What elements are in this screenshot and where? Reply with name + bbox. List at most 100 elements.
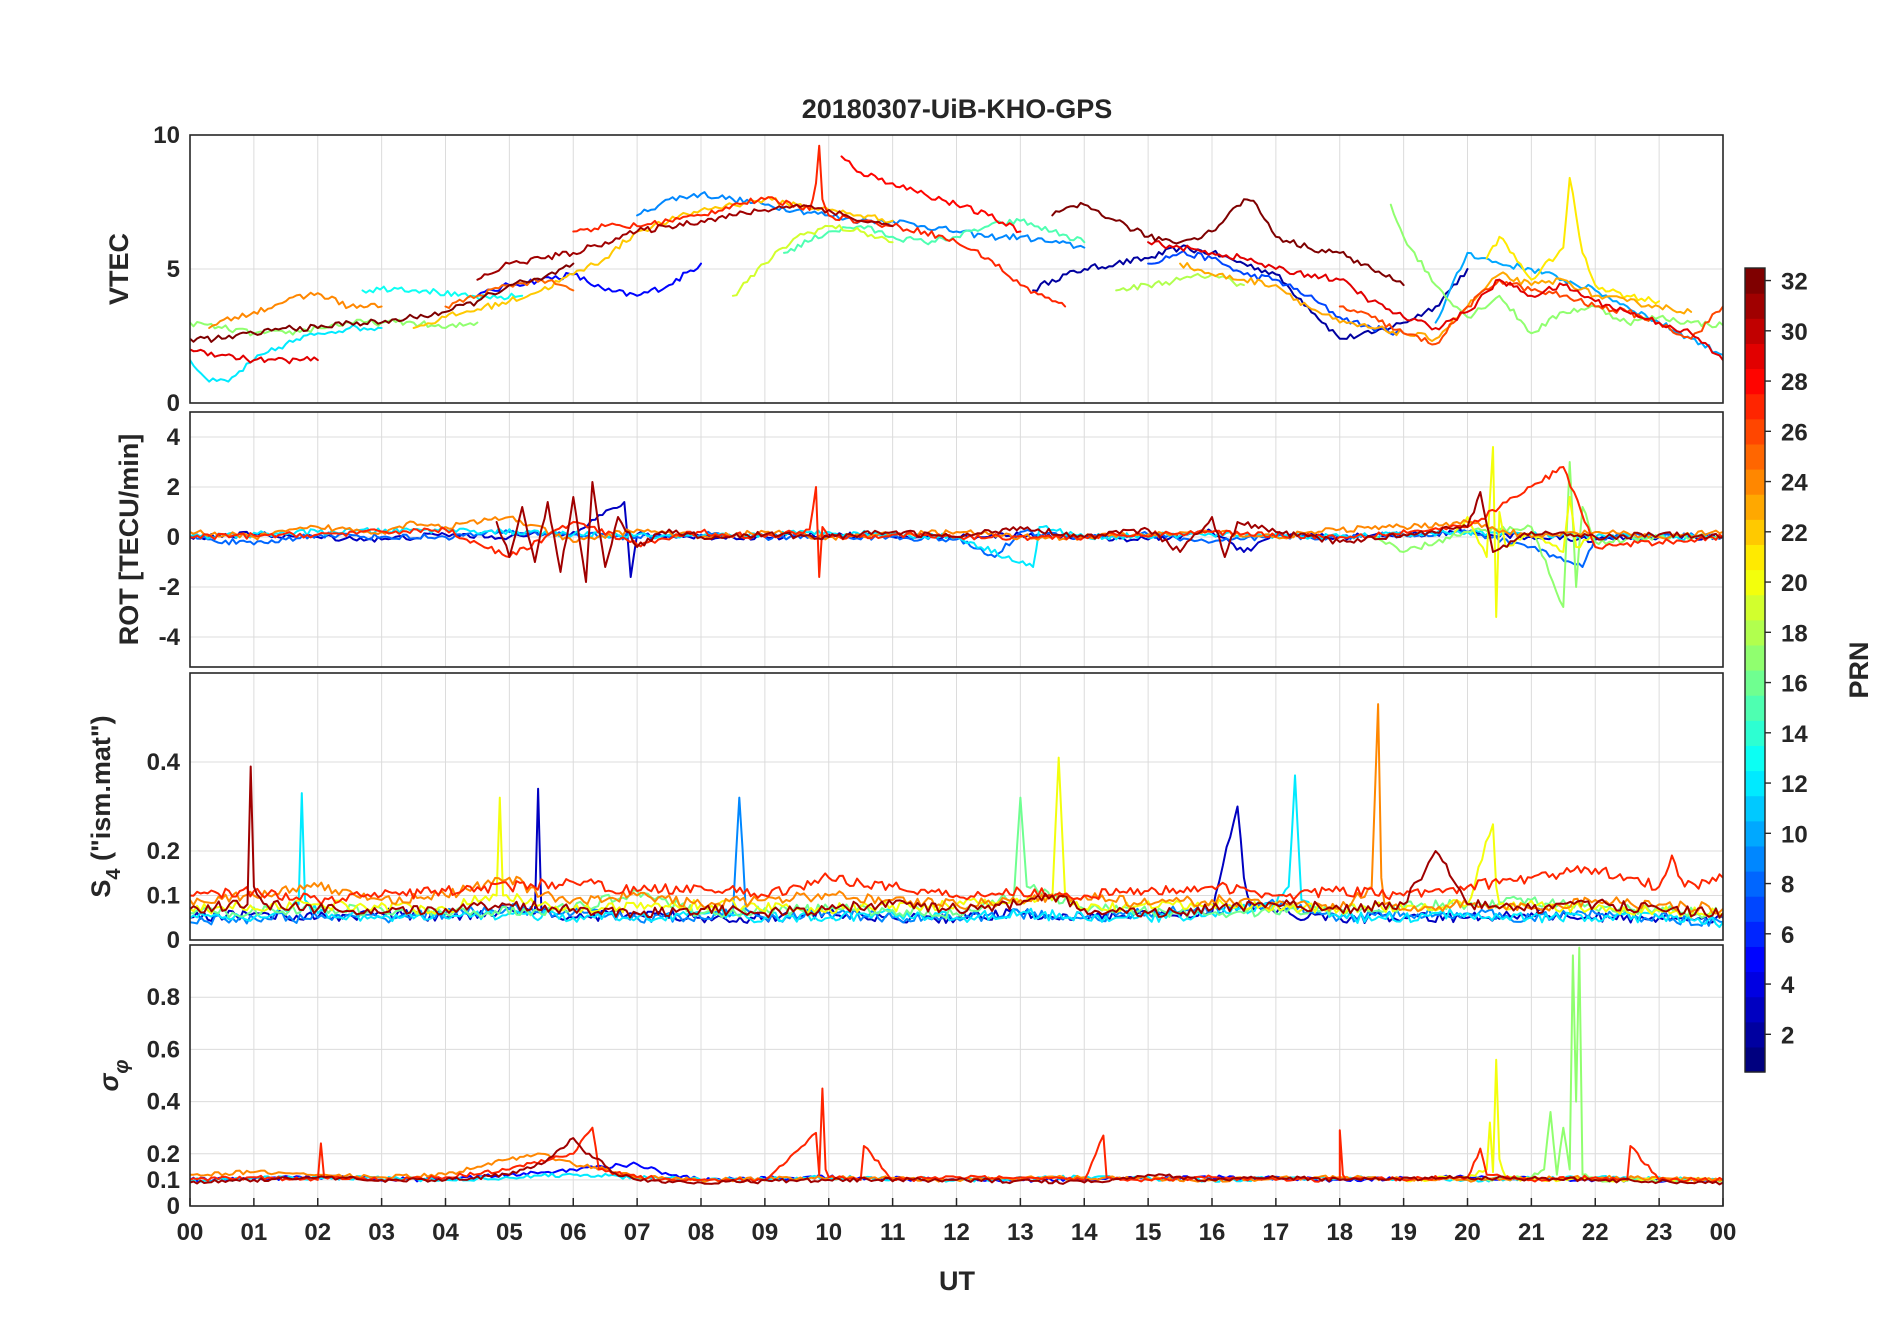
series-prn-27 [572,144,1067,308]
colorbar-segment [1745,845,1765,872]
colorbar-segment [1745,795,1765,822]
colorbar-segment [1745,469,1765,495]
colorbar-segment [1745,644,1765,671]
colorbar-segment [1745,820,1765,847]
colorbar-segment [1745,896,1765,922]
colorbar-segment [1745,670,1765,696]
x-tick-label: 09 [752,1219,779,1246]
panel-sigphi: 00.10.2 0.4 0.6 0.8 σφ [94,944,1724,1220]
series-prn-32 [1051,198,1405,287]
colorbar-segment [1745,393,1765,420]
x-tick-label: 04 [432,1219,459,1246]
colorbar-frame [1744,267,1766,1073]
colorbar-segment [1745,519,1765,545]
y-tick-label-sigphi: 0.1 [147,1167,180,1194]
series-prn-21 [1485,176,1661,305]
colorbar-segment [1745,544,1765,571]
colorbar-segment [1745,1021,1765,1048]
x-tick-label: 19 [1390,1219,1417,1246]
series-prn-15 [783,218,1086,254]
x-tick-label: 13 [1007,1219,1034,1246]
colorbar-tick-label: 22 [1781,520,1808,547]
series-prn-18 [1115,272,1245,292]
series-group-rot [190,446,1723,618]
panel-vtec: 0 5 10 VTEC [104,122,1724,417]
series-prn-10 [1434,251,1723,356]
series-prn-12 [190,324,383,383]
x-tick-label: 03 [368,1219,395,1246]
x-tick-label: 16 [1199,1219,1226,1246]
y-axis-label-main: σ [94,1073,124,1092]
series-prn-31 [190,765,1723,919]
y-axis-label-s4: S4 ("ism.mat") [86,715,125,897]
colorbar-tick-label: 18 [1781,620,1808,647]
x-tick-label: 17 [1263,1219,1290,1246]
series-prn-22 [412,196,894,329]
colorbar-segment [1745,418,1765,445]
x-tick-label: 00 [1710,1219,1737,1246]
colorbar-tick-label: 28 [1781,369,1808,396]
y-axis-label-rot: ROT [TECU/min] [114,434,144,645]
colorbar-tick-label: 8 [1781,872,1794,899]
y-tick-label-rot: 0 [167,524,180,551]
colorbar-segment [1745,368,1765,395]
y-tick-label-rot: -4 [159,624,181,651]
colorbar-tick-label: 30 [1781,319,1808,346]
x-tick-label: 08 [688,1219,715,1246]
y-tick-label-s4: 0.2 [147,838,180,865]
colorbar-segment [1745,594,1765,621]
colorbar-segment [1745,720,1765,746]
y-tick-label-vtec: 5 [167,256,180,283]
x-axis: 00 01 02 03 04 05 06 07 08 09 10 11 12 13 14 15 16 17 18 19… [177,1198,1737,1246]
y-tick-label-s4: 0 [167,927,180,954]
x-tick-label: 05 [496,1219,523,1246]
x-axis-label: UT [939,1266,975,1296]
y-axis-label-main: S [86,880,116,898]
y-axis-label-rest: ("ism.mat") [86,715,116,868]
y-tick-label-vtec: 0 [167,390,180,417]
colorbar-segment [1745,871,1765,897]
y-axis-label-vtec: VTEC [104,233,134,305]
panel-frame-vtec [189,134,1724,404]
colorbar-tick-label: 20 [1781,570,1808,597]
y-axis-label-sigphi: σφ [94,1060,133,1092]
series-prn-31 [190,1137,1723,1186]
colorbar-segment [1745,619,1765,646]
y-tick-label-vtec: 10 [153,122,180,149]
series-prn-32 [190,262,575,343]
x-tick-label: 14 [1071,1219,1098,1246]
series-group-vtec [190,144,1723,383]
x-tick-label: 12 [943,1219,970,1246]
y-tick-label-s4: 0.1 [147,883,180,910]
y-tick-label-s4: 0.4 [147,749,181,776]
y-tick-label-rot: 2 [167,474,180,501]
series-group-s4 [190,703,1723,929]
series-prn-28 [840,155,1022,234]
series-prn-7 [1147,250,1405,336]
series-prn-13 [361,285,524,301]
series-prn-17 [1389,203,1723,335]
series-prn-20 [1453,446,1597,618]
colorbar-tick-label: 2 [1781,1022,1794,1049]
x-tick-label: 20 [1454,1219,1481,1246]
x-tick-label: 22 [1582,1219,1609,1246]
colorbar-tick-label: 6 [1781,922,1794,949]
x-tick-label: 11 [880,1219,905,1246]
series-prn-23 [1179,262,1693,343]
panel-rot: -4 -2 0 2 4 ROT [TECU/min] [114,411,1724,668]
y-axis-label-sub: φ [111,1060,133,1074]
chart-title: 20180307-UiB-KHO-GPS [802,94,1113,124]
y-tick-label-sigphi: 0.4 [147,1089,181,1116]
y-tick-label-sigphi: 0 [167,1193,180,1220]
colorbar-segment [1745,293,1765,319]
x-tick-label: 02 [304,1219,331,1246]
colorbar-tick-label: 12 [1781,771,1808,798]
colorbar-segment [1745,996,1765,1023]
colorbar-tick-label: 26 [1781,419,1808,446]
colorbar-tick-label: 10 [1781,821,1808,848]
x-tick-label: 01 [241,1219,268,1246]
colorbar-tick-label: 24 [1781,470,1808,497]
series-group-sigphi [190,946,1723,1186]
